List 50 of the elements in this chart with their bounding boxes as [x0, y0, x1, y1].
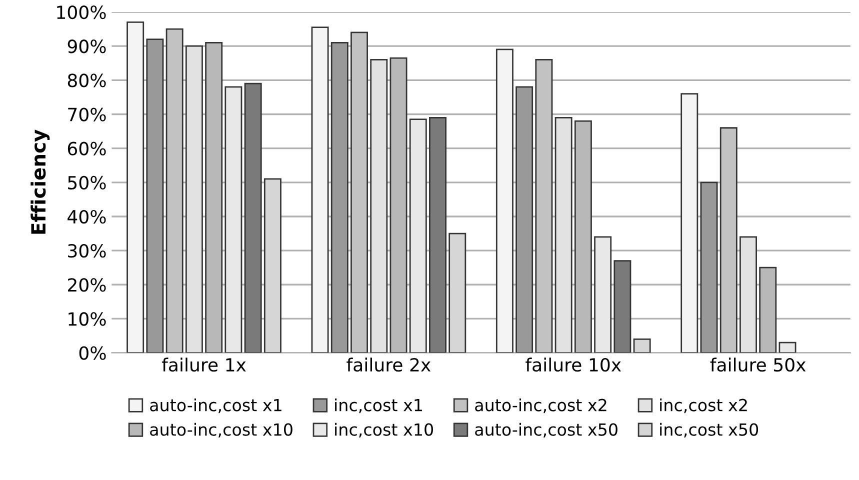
x-tick-label: failure 50x	[710, 358, 806, 372]
bar	[594, 236, 612, 353]
bar	[370, 59, 388, 353]
legend-label: inc,cost x2	[660, 398, 747, 414]
bar	[700, 182, 718, 353]
legend-label: inc,cost x10	[335, 422, 433, 438]
legend-label: auto-inc,cost x2	[475, 398, 606, 414]
bar	[633, 338, 651, 353]
y-axis-title: Efficiency	[30, 130, 50, 234]
bar	[740, 236, 757, 353]
bar	[146, 38, 164, 353]
bar	[496, 48, 514, 353]
legend-label: inc,cost x1	[335, 398, 422, 414]
bar	[429, 116, 446, 353]
y-tick-label: 100%	[57, 5, 106, 20]
bar	[126, 22, 144, 353]
y-tick-label: 80%	[68, 74, 106, 88]
bar	[409, 118, 427, 353]
y-tick-label: 20%	[68, 278, 106, 292]
legend-label: inc,cost x50	[660, 422, 758, 438]
x-tick-label: failure 2x	[346, 358, 431, 372]
legend-label: auto-inc,cost x10	[150, 422, 292, 438]
bar	[185, 45, 203, 353]
x-tick-label: failure 10x	[526, 358, 621, 372]
legend-label: auto-inc,cost x50	[475, 422, 618, 438]
y-tick-label: 70%	[68, 108, 106, 122]
y-tick-label: 50%	[68, 176, 106, 190]
bar	[166, 28, 184, 353]
bar	[535, 59, 553, 353]
legend-label: auto-inc,cost x1	[150, 398, 282, 414]
y-tick-label: 90%	[68, 40, 106, 54]
bar	[311, 26, 329, 353]
bar	[330, 42, 348, 353]
bar	[720, 127, 738, 353]
bar	[614, 260, 632, 353]
bar	[264, 178, 282, 353]
bar	[778, 342, 796, 353]
bar	[554, 116, 572, 353]
bar	[350, 32, 368, 353]
y-tick-label: 40%	[68, 210, 106, 224]
bar	[680, 93, 698, 353]
bar	[224, 86, 242, 353]
x-tick-label: failure 1x	[162, 358, 246, 372]
bar	[448, 232, 466, 353]
bar	[516, 86, 534, 353]
bar	[244, 82, 262, 353]
y-tick-label: 60%	[68, 142, 106, 156]
y-tick-label: 0%	[79, 346, 106, 360]
y-tick-label: 10%	[68, 312, 106, 326]
y-tick-label: 30%	[68, 244, 106, 258]
